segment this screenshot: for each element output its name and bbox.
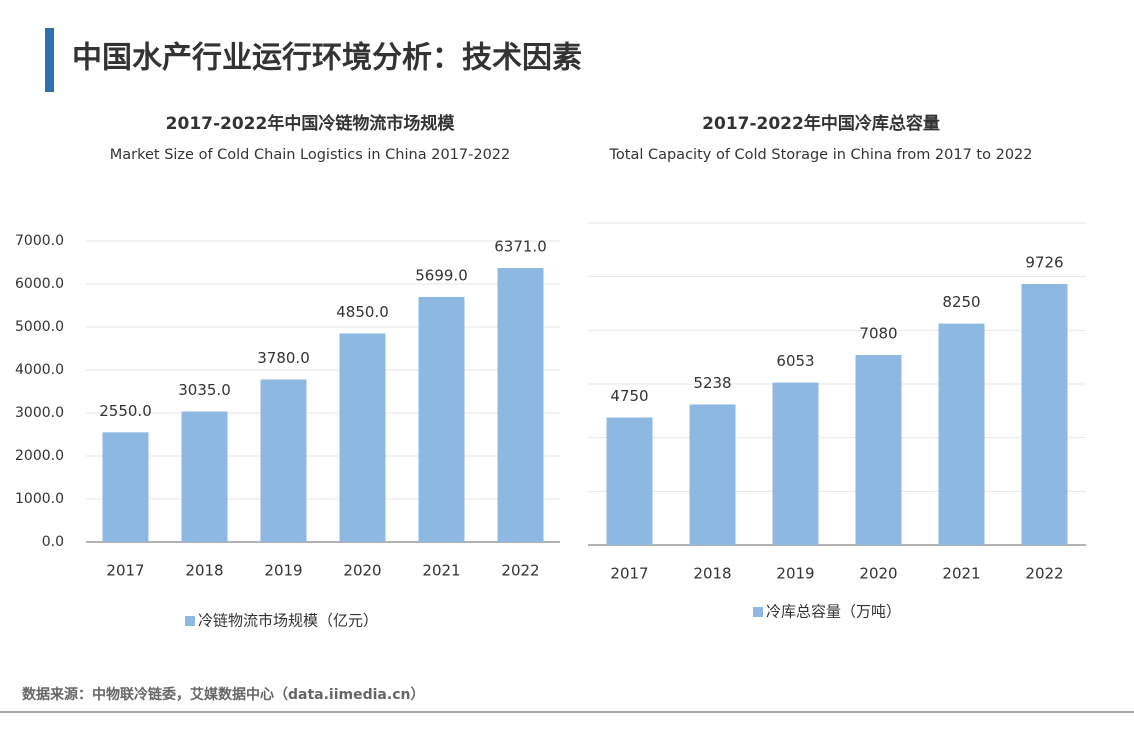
data-label: 7080 bbox=[859, 325, 897, 343]
y-tick-label: 3000.0 bbox=[15, 405, 64, 421]
data-label: 5238 bbox=[693, 374, 731, 392]
chart-title: 2017-2022年中国冷库总容量 bbox=[702, 113, 940, 134]
data-label: 2550.0 bbox=[99, 402, 152, 420]
chart-title: 2017-2022年中国冷链物流市场规模 bbox=[166, 113, 456, 134]
y-tick-label: 7000.0 bbox=[15, 233, 64, 249]
x-tick-label: 2018 bbox=[185, 562, 223, 580]
y-tick-label: 5000.0 bbox=[15, 319, 64, 335]
bar bbox=[181, 411, 228, 542]
legend-label: 冷库总容量（万吨） bbox=[766, 603, 901, 621]
data-label: 8250 bbox=[942, 293, 980, 311]
source: 数据来源：中物联冷链委，艾媒数据中心（data.iimedia.cn） bbox=[22, 686, 424, 703]
x-tick-label: 2022 bbox=[1025, 565, 1063, 583]
y-tick-label: 4000.0 bbox=[15, 362, 64, 378]
legend-label: 冷链物流市场规模（亿元） bbox=[198, 612, 378, 630]
data-label: 9726 bbox=[1025, 254, 1063, 272]
bar bbox=[689, 404, 736, 545]
bar bbox=[418, 296, 465, 542]
data-label: 5699.0 bbox=[415, 266, 468, 284]
bar bbox=[497, 268, 544, 542]
page-title: 中国水产行业运行环境分析：技术因素 bbox=[72, 41, 582, 76]
x-tick-label: 2021 bbox=[422, 562, 460, 580]
data-label: 3035.0 bbox=[178, 381, 231, 399]
legend-swatch bbox=[753, 607, 763, 617]
x-tick-label: 2020 bbox=[859, 565, 897, 583]
data-label: 4850.0 bbox=[336, 303, 389, 321]
data-label: 3780.0 bbox=[257, 349, 310, 367]
x-tick-label: 2022 bbox=[501, 562, 539, 580]
y-tick-label: 6000.0 bbox=[15, 276, 64, 292]
chart-subtitle: Market Size of Cold Chain Logistics in C… bbox=[110, 147, 511, 163]
y-tick-label: 1000.0 bbox=[15, 491, 64, 507]
chart-subtitle: Total Capacity of Cold Storage in China … bbox=[609, 147, 1033, 163]
y-tick-label: 2000.0 bbox=[15, 448, 64, 464]
bar bbox=[938, 323, 985, 545]
bar bbox=[102, 432, 149, 542]
x-tick-label: 2019 bbox=[264, 562, 302, 580]
title-accent bbox=[45, 28, 54, 92]
x-tick-label: 2017 bbox=[106, 562, 144, 580]
bar bbox=[772, 382, 819, 545]
x-tick-label: 2021 bbox=[942, 565, 980, 583]
bar bbox=[260, 379, 307, 542]
legend-swatch bbox=[185, 616, 195, 626]
bar bbox=[855, 355, 902, 545]
x-tick-label: 2020 bbox=[343, 562, 381, 580]
bar bbox=[1021, 284, 1068, 545]
x-tick-label: 2018 bbox=[693, 565, 731, 583]
bar bbox=[606, 417, 653, 545]
x-tick-label: 2017 bbox=[610, 565, 648, 583]
bar bbox=[339, 333, 386, 542]
data-label: 6053 bbox=[776, 352, 814, 370]
x-tick-label: 2019 bbox=[776, 565, 814, 583]
data-label: 6371.0 bbox=[494, 238, 547, 256]
y-tick-label: 0.0 bbox=[42, 534, 64, 550]
data-label: 4750 bbox=[610, 387, 648, 405]
